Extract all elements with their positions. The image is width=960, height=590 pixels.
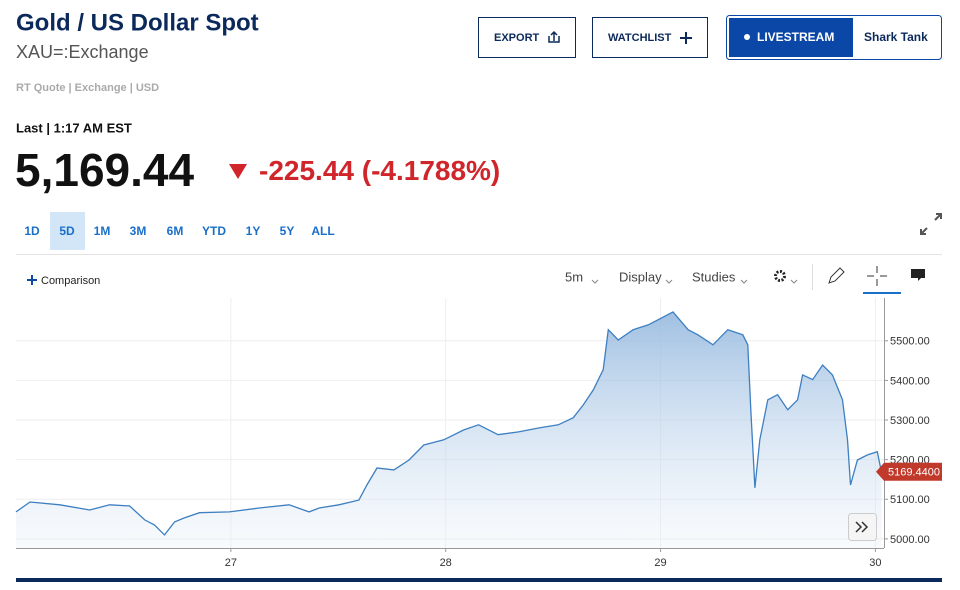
chart: 5000.005100.005200.005300.005400.005500.… (15, 298, 942, 569)
y-tick-label: 5400.00 (890, 375, 930, 387)
studies-menu[interactable]: Studies (692, 269, 736, 284)
watchlist-button[interactable]: WATCHLIST (592, 17, 708, 58)
price-line (15, 311, 883, 536)
x-tick-label: 28 (440, 557, 452, 569)
range-button[interactable]: 3M (130, 224, 147, 238)
comparison-button[interactable]: Comparison (41, 275, 100, 287)
change-percent: (-4.1788%) (362, 155, 501, 186)
bottom-bar (16, 578, 942, 582)
export-button[interactable]: EXPORT (478, 17, 576, 58)
range-button[interactable]: ALL (311, 224, 334, 238)
range-button[interactable]: 1D (24, 224, 40, 238)
price: 5,169.44 (15, 144, 194, 196)
meta: RT Quote | Exchange | USD (16, 82, 159, 94)
y-tick-label: 5300.00 (890, 415, 930, 427)
range-button[interactable]: 5Y (280, 224, 295, 238)
interval-menu[interactable]: 5m (565, 269, 583, 284)
icon (548, 30, 560, 43)
range-button[interactable]: 1M (94, 224, 111, 238)
range-active (50, 212, 85, 250)
dropdown-carets (591, 279, 798, 284)
button-label: EXPORT (494, 32, 540, 44)
display-menu[interactable]: Display (619, 269, 662, 284)
range-button[interactable]: 5D (59, 224, 75, 238)
scroll-button[interactable] (848, 513, 877, 541)
y-tick-label: 5500.00 (890, 336, 930, 348)
x-tick-label: 29 (654, 557, 666, 569)
icon (680, 32, 692, 44)
down-arrow (229, 164, 247, 179)
change-value: -225.44 (259, 155, 354, 186)
settings-icon[interactable] (774, 270, 786, 282)
crosshair-icon[interactable] (867, 266, 887, 286)
live-dot (744, 34, 750, 40)
scroll-icon (855, 521, 869, 533)
last-label: Last | 1:17 AM EST (16, 120, 132, 135)
symbol: XAU=:Exchange (16, 42, 149, 62)
range-button[interactable]: 6M (167, 224, 184, 238)
last-price-tag (876, 462, 942, 481)
price-area (16, 311, 882, 548)
comment-icon[interactable] (911, 269, 925, 281)
range-button[interactable]: YTD (202, 224, 226, 238)
draw-icon[interactable] (828, 267, 845, 284)
last-price-label: 5169.4400 (888, 467, 940, 479)
y-tick-label: 5000.00 (890, 534, 930, 546)
x-tick-label: 27 (225, 557, 237, 569)
show-label: Shark Tank (864, 30, 928, 44)
expand-icon[interactable] (920, 213, 942, 235)
button-label: WATCHLIST (608, 32, 672, 44)
x-tick-label: 30 (869, 557, 881, 569)
change: -225.44 (-4.1788%) (259, 155, 500, 186)
plus-icon (27, 275, 37, 285)
livestream-button[interactable]: LIVESTREAM Shark Tank (726, 15, 942, 60)
live-label: LIVESTREAM (757, 30, 834, 44)
y-tick-label: 5100.00 (890, 494, 930, 506)
range-button[interactable]: 1Y (246, 224, 261, 238)
title: Gold / US Dollar Spot (16, 9, 259, 36)
